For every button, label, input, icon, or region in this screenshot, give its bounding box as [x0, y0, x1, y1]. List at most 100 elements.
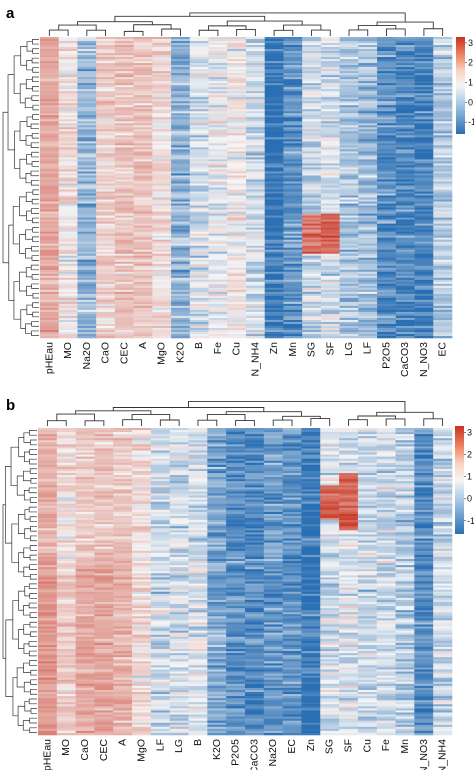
heatmap-cell: [40, 257, 60, 261]
heatmap-cell: [208, 167, 228, 170]
heatmap-cell: [246, 227, 266, 230]
heatmap-cell: [94, 720, 114, 724]
heatmap-cell: [208, 145, 228, 148]
heatmap-cell: [152, 155, 172, 158]
heatmap-cell: [208, 191, 228, 194]
heatmap-cell: [189, 227, 209, 230]
heatmap-cell: [114, 101, 134, 104]
heatmap-cell: [38, 694, 58, 697]
heatmap-cell: [320, 319, 340, 323]
heatmap-cell: [40, 69, 60, 72]
heatmap-cell: [113, 507, 133, 511]
heatmap-cell: [38, 558, 58, 562]
heatmap-cell: [283, 97, 303, 100]
heatmap-cell: [377, 51, 397, 54]
heatmap-cell: [113, 630, 133, 633]
heatmap-cell: [358, 141, 378, 144]
heatmap-cell: [188, 466, 208, 470]
heatmap-cell: [96, 227, 116, 230]
heatmap-cell: [171, 141, 191, 144]
heatmap-cell: [320, 291, 340, 295]
heatmap-cell: [395, 213, 415, 216]
heatmap-cell: [414, 63, 434, 66]
heatmap-cell: [58, 87, 78, 90]
heatmap-cell: [169, 505, 189, 509]
heatmap-cell: [75, 497, 95, 500]
heatmap-cell: [152, 333, 172, 337]
heatmap-cell: [395, 63, 415, 66]
heatmap-cell: [433, 159, 453, 162]
heatmap-cell: [171, 213, 191, 216]
heatmap-cell: [283, 121, 303, 124]
heatmap-cell: [40, 333, 60, 337]
heatmap-cell: [171, 37, 191, 40]
heatmap-cell: [94, 475, 114, 478]
heatmap-cell: [227, 287, 247, 291]
dendrogram-branch: [13, 281, 21, 320]
heatmap-cell: [40, 261, 60, 265]
heatmap-cell: [96, 79, 116, 82]
heatmap-cell: [264, 73, 284, 76]
heatmap-cell: [283, 225, 303, 228]
heatmap-cell: [395, 37, 415, 40]
heatmap-cell: [56, 661, 76, 664]
heatmap-cell: [77, 155, 97, 158]
heatmap-cell: [171, 205, 191, 208]
heatmap-cell: [227, 295, 247, 299]
heatmap-cell: [395, 237, 415, 240]
heatmap-cell: [208, 109, 228, 112]
colorbar-tick-label: 0: [468, 97, 473, 107]
heatmap-cell: [433, 243, 453, 246]
heatmap-cell: [96, 329, 116, 333]
heatmap-cell: [302, 285, 322, 289]
heatmap-cell: [94, 642, 114, 646]
heatmap-cell: [75, 579, 95, 582]
heatmap-cell: [96, 263, 116, 267]
heatmap-cell: [133, 265, 153, 269]
heatmap-cell: [96, 247, 116, 251]
heatmap-cell: [377, 329, 397, 333]
heatmap-cell: [114, 225, 134, 228]
heatmap-cell: [433, 323, 453, 327]
heatmap-cell: [56, 544, 76, 548]
heatmap-cell: [56, 651, 76, 654]
heatmap-cell: [152, 167, 172, 170]
heatmap-cell: [150, 573, 171, 576]
heatmap-cell: [227, 45, 247, 48]
heatmap-cell: [38, 534, 58, 537]
heatmap-cell: [58, 199, 78, 202]
heatmap-cell: [58, 185, 78, 188]
heatmap-cell: [150, 452, 171, 455]
heatmap-cell: [358, 259, 378, 263]
heatmap-cell: [40, 329, 60, 333]
heatmap-cell: [169, 434, 189, 437]
heatmap-cell: [264, 141, 284, 144]
dendrogram-branch: [56, 413, 95, 421]
heatmap-cell: [58, 295, 78, 299]
heatmap-cell: [302, 47, 322, 50]
heatmap-cell: [377, 277, 397, 281]
heatmap-cell: [40, 237, 60, 240]
heatmap-cell: [358, 255, 378, 259]
heatmap-cell: [94, 561, 114, 564]
dendrogram-branch: [77, 21, 153, 26]
heatmap-cell: [188, 448, 208, 451]
heatmap-cell: [339, 217, 359, 220]
heatmap-cell: [377, 327, 397, 331]
heatmap-cell: [339, 119, 359, 122]
heatmap-cell: [132, 657, 152, 660]
heatmap-cell: [38, 509, 58, 513]
heatmap-cell: [169, 571, 189, 574]
heatmap-cell: [283, 183, 303, 186]
colorbar-tick-label: 2: [468, 58, 473, 68]
heatmap-cell: [75, 665, 95, 668]
heatmap-cell: [208, 93, 228, 96]
heatmap-cell: [132, 440, 152, 443]
heatmap-cell: [433, 269, 453, 273]
heatmap-cell: [75, 608, 95, 611]
heatmap-cell: [302, 235, 322, 238]
heatmap-cell: [56, 434, 76, 437]
heatmap-cell: [302, 67, 322, 70]
heatmap-cell: [77, 227, 97, 230]
heatmap-cell: [133, 37, 153, 40]
